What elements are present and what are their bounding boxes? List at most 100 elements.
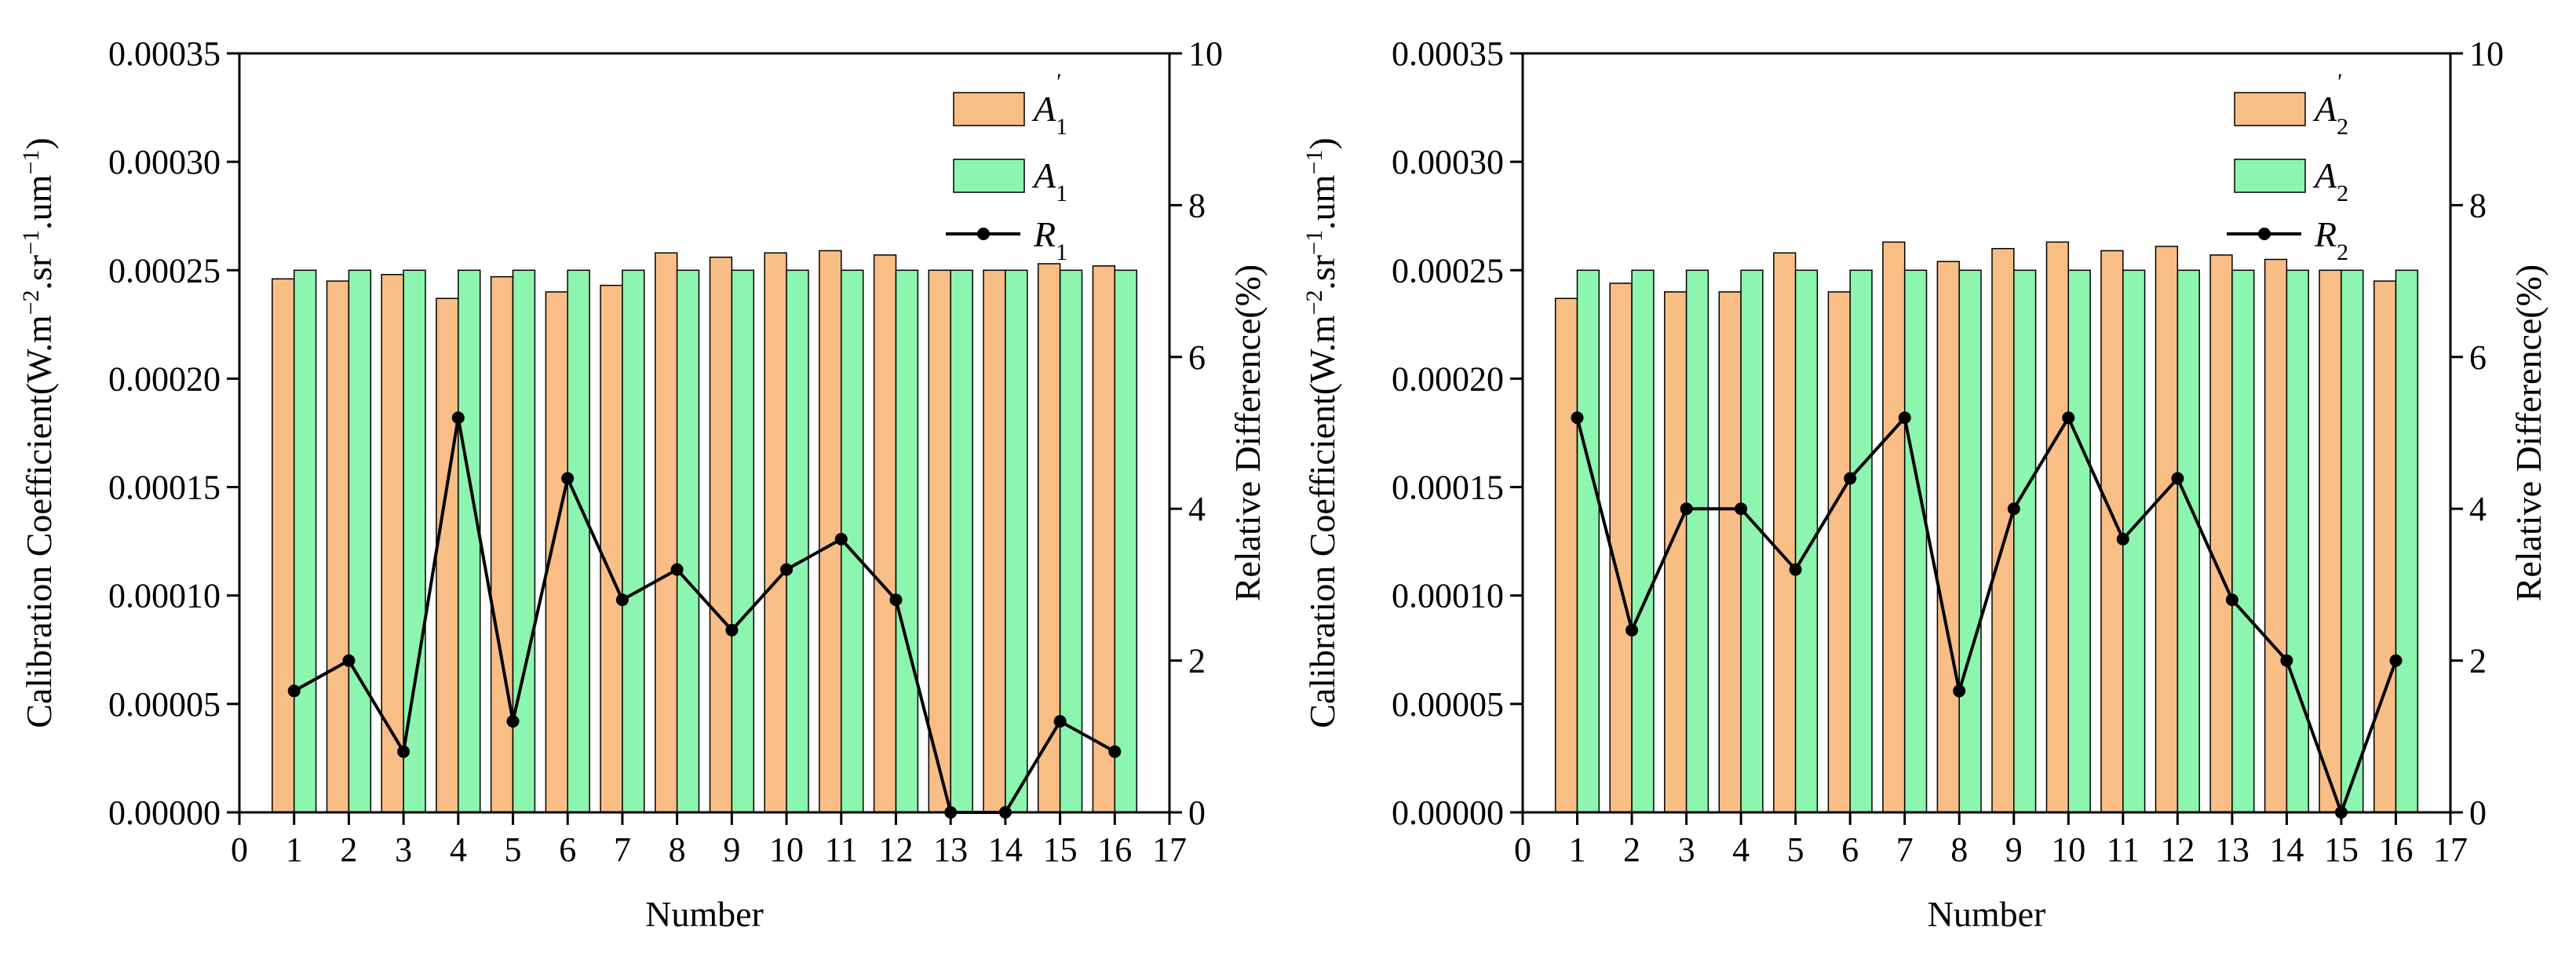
y-axis-title-part: .um [1302, 174, 1342, 230]
y-axis-title-part: ) [19, 137, 59, 149]
y2-axis-title: Relative Difference(%) [1228, 265, 1268, 602]
bar-1-14 [983, 269, 1006, 813]
x-tick-label: 8 [1950, 830, 1968, 869]
bar-1-8 [655, 252, 678, 813]
x-tick-label: 12 [2160, 830, 2195, 869]
legend-label-2: A2 [2312, 155, 2348, 206]
line-point-1 [1571, 411, 1584, 425]
bar-2-2 [348, 269, 372, 813]
legend-label-subscript: 2 [2337, 114, 2348, 140]
bar-2-15 [2341, 269, 2364, 813]
bar-1-6 [545, 291, 569, 813]
legend: A2 ′ A2 R2 [2227, 69, 2348, 265]
y2-tick-label: 10 [1188, 35, 1223, 73]
y-axis-title-exp: −1 [1301, 230, 1327, 255]
line-point-9 [2007, 502, 2020, 516]
y-tick-label: 0.00005 [108, 685, 221, 724]
y2-tick-label: 0 [1188, 794, 1206, 832]
legend-label-prime: ′ [2337, 69, 2343, 95]
line-point-13 [2225, 593, 2238, 607]
x-tick-label: 11 [2107, 830, 2140, 869]
bar-2-16 [1114, 269, 1137, 813]
bar-2-1 [1576, 269, 1600, 813]
y-axis-title-exp: −1 [18, 150, 44, 175]
chart-panel-1: 0 1 2 3 4 5 6 7 8 9 10 11 12 13 14 15 16 170.000000.00005… [18, 35, 1268, 934]
line-point-6 [1844, 472, 1857, 485]
x-tick-label: 11 [825, 830, 858, 869]
bar-1-10 [764, 252, 787, 813]
legend-marker [2258, 228, 2271, 240]
bar-1-2 [1609, 283, 1633, 813]
line-point-2 [1626, 623, 1639, 637]
plot-frame [238, 52, 1171, 814]
legend-swatch-1 [953, 92, 1025, 126]
x-tick-label: 5 [505, 830, 522, 869]
legend-marker [977, 228, 990, 240]
line-point-11 [2116, 532, 2129, 546]
legend-label-name: A [2312, 155, 2337, 195]
line-point-16 [2389, 654, 2403, 667]
legend-label-subscript: 2 [2337, 181, 2348, 206]
bar-1-5 [490, 275, 514, 813]
y2-tick-label: 10 [2469, 35, 2504, 73]
legend-label-name: A [1031, 155, 1056, 195]
bar-1-15 [2319, 269, 2342, 813]
line-point-12 [889, 593, 903, 607]
legend-label-3: R2 [2314, 214, 2348, 265]
y-tick-label: 0.00000 [108, 794, 221, 832]
y2-tick-label: 4 [2469, 490, 2487, 528]
y-tick-label: 0.00020 [1392, 359, 1504, 398]
bar-2-6 [1849, 269, 1873, 813]
line-point-1 [287, 684, 301, 698]
y2-tick-label: 6 [1188, 338, 1206, 377]
x-tick-label: 5 [1787, 830, 1804, 869]
bar-2-8 [676, 269, 700, 813]
bar-1-13 [928, 269, 951, 813]
x-tick-label: 3 [395, 830, 412, 869]
bar-2-9 [2013, 269, 2037, 813]
x-tick-label: 1 [1569, 830, 1586, 869]
legend-label-name: R [1033, 214, 1056, 254]
legend-label-1: A1 ′ [1031, 69, 1067, 140]
line-point-11 [834, 532, 848, 546]
y2-tick-label: 2 [2469, 642, 2487, 681]
y-axis-title-part: .sr [19, 255, 59, 290]
bar-2-14 [1005, 269, 1028, 813]
bar-2-4 [1740, 269, 1764, 813]
legend-label-3: R1 [1033, 214, 1067, 265]
y-axis-title-exp: −1 [18, 230, 44, 255]
x-tick-label: 8 [669, 830, 686, 869]
x-tick-label: 15 [2324, 830, 2359, 869]
y2-tick-label: 2 [1188, 642, 1206, 681]
bar-2-2 [1631, 269, 1655, 813]
bar-2-7 [622, 269, 645, 813]
y-tick-label: 0.00010 [108, 577, 221, 615]
bar-1-4 [436, 297, 459, 813]
bar-1-12 [2155, 246, 2179, 813]
line-point-3 [397, 745, 410, 758]
x-tick-label: 3 [1678, 830, 1695, 869]
x-tick-label: 2 [340, 830, 357, 869]
x-tick-label: 17 [1152, 830, 1187, 869]
y-tick-label: 0.00015 [108, 469, 221, 507]
x-tick-label: 17 [2433, 830, 2468, 869]
y2-tick-label: 8 [1188, 186, 1206, 224]
bar-2-10 [2067, 269, 2091, 813]
bar-2-5 [512, 269, 536, 813]
x-tick-label: 15 [1043, 830, 1078, 869]
x-tick-label: 13 [2215, 830, 2249, 869]
y-axis-title-main: Calibration Coefficient(W.m [1302, 315, 1342, 728]
y-tick-label: 0.00005 [1392, 685, 1504, 724]
y-tick-label: 0.00030 [108, 143, 221, 181]
y2-axis-title: Relative Difference(%) [2508, 265, 2549, 602]
bar-1-1 [272, 278, 295, 813]
y-axis-title-exp: −1 [1301, 150, 1327, 175]
x-tick-label: 7 [1896, 830, 1914, 869]
bar-2-9 [731, 269, 755, 813]
y2-tick-label: 8 [2469, 186, 2487, 224]
x-tick-label: 12 [878, 830, 913, 869]
x-tick-label: 14 [988, 830, 1023, 869]
bar-1-10 [2045, 241, 2070, 813]
y-tick-label: 0.00000 [1392, 794, 1504, 832]
